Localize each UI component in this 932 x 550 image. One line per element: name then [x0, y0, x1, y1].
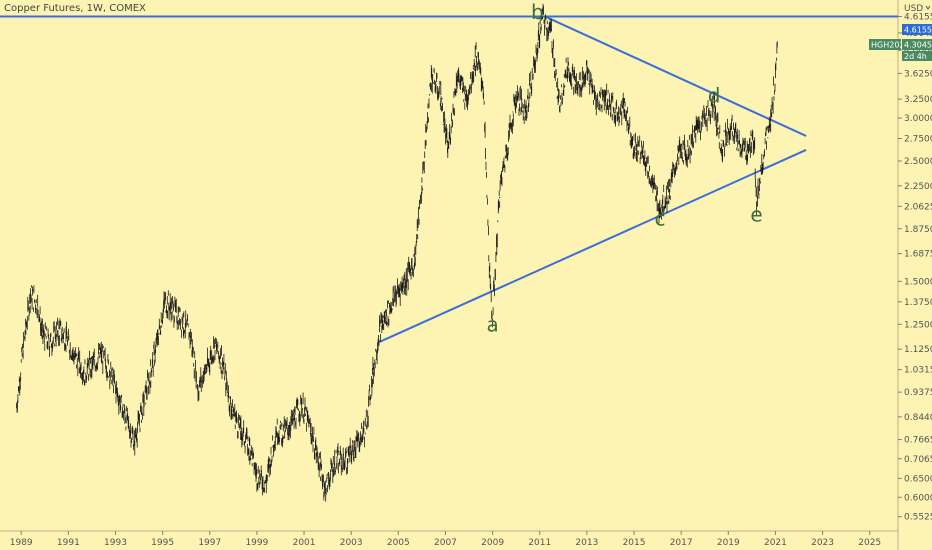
resistance-price-value: 4.6155 [904, 26, 932, 35]
symbol-price-value: 4.3045 [904, 41, 932, 50]
x-tick-label: 2011 [528, 538, 551, 548]
x-tick-label: 1997 [198, 538, 221, 548]
x-axis: 1989 1991 1993 1995 1997 1999 2001 2003 2005 2007… [10, 531, 881, 548]
trendlines [0, 15, 898, 343]
y-tick-label: 1.5000 [904, 277, 932, 287]
x-tick-label: 2009 [481, 538, 504, 548]
chart-title: Copper Futures, 1W, COMEX [4, 3, 146, 14]
y-tick-label: 3.0000 [904, 114, 932, 124]
resistance-price-tag [902, 24, 932, 35]
x-tick-label: 2001 [293, 538, 316, 548]
y-tick-label: 1.0315 [904, 366, 932, 376]
wave-labels: a b c d e [486, 0, 762, 336]
x-tick-label: 2017 [670, 538, 693, 548]
x-tick-label: 2015 [623, 538, 646, 548]
x-tick-label: 1993 [104, 538, 127, 548]
y-tick-label: 2.0625 [904, 202, 932, 212]
y-tick-label: 1.8750 [904, 225, 932, 235]
wave-label-d: d [708, 84, 721, 108]
y-tick-label: 0.7065 [904, 455, 932, 465]
symbol-badge-label: HGH2021 [871, 41, 910, 50]
trendline-lower [379, 149, 807, 343]
x-tick-label: 2005 [387, 538, 410, 548]
x-tick-label: 2013 [575, 538, 598, 548]
x-tick-label: 2003 [340, 538, 363, 548]
countdown-value: 2d 4h [904, 52, 927, 61]
y-tick-label: 1.1250 [904, 345, 932, 355]
x-tick-label: 1999 [245, 538, 268, 548]
price-series [16, 3, 778, 502]
wave-label-a: a [486, 312, 498, 336]
chevron-down-icon[interactable] [925, 5, 931, 10]
trendline-upper [546, 16, 807, 137]
x-tick-label: 2025 [858, 538, 881, 548]
y-tick-label: 1.2500 [904, 320, 932, 330]
y-tick-label: 0.5525 [904, 513, 932, 523]
price-badges: HGH2021 4.3045 2d 4h 4.6155 [869, 24, 932, 61]
y-tick-label: 2.7500 [904, 135, 932, 145]
currency-label[interactable]: USD [904, 4, 923, 14]
y-tick-label: 1.6875 [904, 250, 932, 260]
y-tick-label: 2.5000 [904, 157, 932, 167]
symbol-price-tag [902, 39, 932, 50]
x-tick-label: 2019 [717, 538, 740, 548]
y-tick-label: 1.3750 [904, 298, 932, 308]
x-tick-label: 1995 [151, 538, 174, 548]
y-tick-label: 0.9375 [904, 388, 932, 398]
countdown-tag [902, 51, 932, 61]
y-tick-label: 4.6155 [904, 12, 932, 22]
symbol-badge [869, 39, 901, 50]
x-tick-label: 1991 [57, 538, 80, 548]
x-tick-label: 1989 [10, 538, 33, 548]
x-tick-label: 2023 [811, 538, 834, 548]
y-tick-label: 3.2500 [904, 95, 932, 105]
x-tick-label: 2007 [434, 538, 457, 548]
y-tick-label: 3.6250 [904, 69, 932, 79]
wave-label-e: e [750, 203, 762, 227]
x-tick-label: 2021 [764, 538, 787, 548]
wave-label-b: b [531, 0, 544, 24]
y-tick-label: 0.7665 [904, 436, 932, 446]
price-bars [16, 3, 778, 502]
y-tick-label: 2.2500 [904, 182, 932, 192]
wave-label-c: c [654, 206, 665, 230]
